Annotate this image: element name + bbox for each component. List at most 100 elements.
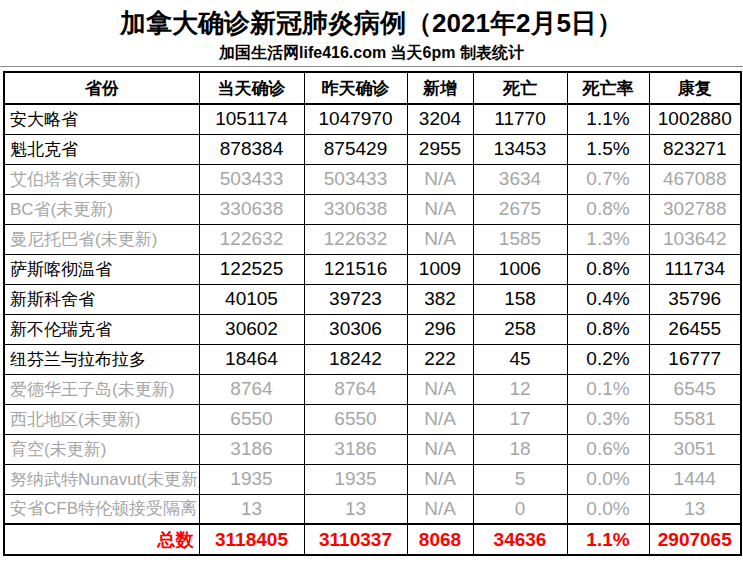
cell-deaths: 45 — [473, 344, 567, 374]
total-recovered: 2907065 — [649, 524, 741, 555]
total-yesterday-confirmed: 3110337 — [304, 524, 407, 555]
cell-new-cases: N/A — [407, 194, 473, 224]
cell-new-cases: N/A — [407, 374, 473, 404]
cell-death-rate: 0.6% — [567, 434, 649, 464]
cell-yesterday-confirmed: 875429 — [304, 134, 407, 164]
cell-recovered: 103642 — [649, 224, 741, 254]
cell-recovered: 3051 — [649, 434, 741, 464]
cell-today-confirmed: 30602 — [199, 314, 304, 344]
cell-death-rate: 0.0% — [567, 494, 649, 524]
cell-death-rate: 0.7% — [567, 164, 649, 194]
column-header-death-rate: 死亡率 — [567, 72, 649, 104]
cell-province: 爱德华王子岛(未更新) — [4, 374, 199, 404]
table-row: BC省(未更新) 330638 330638 N/A 2675 0.8% 302… — [4, 194, 741, 224]
column-header-recovered: 康复 — [649, 72, 741, 104]
cell-today-confirmed: 18464 — [199, 344, 304, 374]
cell-death-rate: 0.1% — [567, 374, 649, 404]
cell-yesterday-confirmed: 39723 — [304, 284, 407, 314]
cell-province: BC省(未更新) — [4, 194, 199, 224]
covid-stats-table: 省份 当天确诊 昨天确诊 新增 死亡 死亡率 康复 安大略省 1051174 1… — [3, 71, 742, 556]
cell-new-cases: N/A — [407, 404, 473, 434]
cell-death-rate: 0.2% — [567, 344, 649, 374]
cell-death-rate: 1.5% — [567, 134, 649, 164]
cell-province: 纽芬兰与拉布拉多 — [4, 344, 199, 374]
cell-today-confirmed: 1051174 — [199, 104, 304, 134]
cell-yesterday-confirmed: 3186 — [304, 434, 407, 464]
page-title: 加拿大确诊新冠肺炎病例（2021年2月5日） — [0, 0, 743, 39]
cell-death-rate: 0.8% — [567, 254, 649, 284]
cell-death-rate: 1.1% — [567, 104, 649, 134]
column-header-new-cases: 新增 — [407, 72, 473, 104]
column-header-deaths: 死亡 — [473, 72, 567, 104]
cell-new-cases: N/A — [407, 164, 473, 194]
total-today-confirmed: 3118405 — [199, 524, 304, 555]
cell-province: 新斯科舍省 — [4, 284, 199, 314]
cell-recovered: 1002880 — [649, 104, 741, 134]
table-row: 新不伦瑞克省 30602 30306 296 258 0.8% 26455 — [4, 314, 741, 344]
cell-death-rate: 0.3% — [567, 404, 649, 434]
table-row: 新斯科舍省 40105 39723 382 158 0.4% 35796 — [4, 284, 741, 314]
cell-deaths: 3634 — [473, 164, 567, 194]
table-row: 萨斯喀彻温省 122525 121516 1009 1006 0.8% 1117… — [4, 254, 741, 284]
header-row: 省份 当天确诊 昨天确诊 新增 死亡 死亡率 康复 — [4, 72, 741, 104]
column-header-yesterday-confirmed: 昨天确诊 — [304, 72, 407, 104]
cell-today-confirmed: 330638 — [199, 194, 304, 224]
cell-deaths: 18 — [473, 434, 567, 464]
cell-new-cases: 1009 — [407, 254, 473, 284]
cell-recovered: 5581 — [649, 404, 741, 434]
cell-new-cases: 2955 — [407, 134, 473, 164]
page-subtitle: 加国生活网life416.com 当天6pm 制表统计 — [0, 43, 743, 62]
cell-recovered: 6545 — [649, 374, 741, 404]
cell-deaths: 11770 — [473, 104, 567, 134]
cell-recovered: 35796 — [649, 284, 741, 314]
cell-province: 新不伦瑞克省 — [4, 314, 199, 344]
cell-recovered: 13 — [649, 494, 741, 524]
cell-today-confirmed: 13 — [199, 494, 304, 524]
cell-new-cases: N/A — [407, 224, 473, 254]
cell-province: 萨斯喀彻温省 — [4, 254, 199, 284]
cell-yesterday-confirmed: 121516 — [304, 254, 407, 284]
cell-recovered: 1444 — [649, 464, 741, 494]
cell-yesterday-confirmed: 122632 — [304, 224, 407, 254]
divider — [0, 66, 743, 67]
table-row: 爱德华王子岛(未更新) 8764 8764 N/A 12 0.1% 6545 — [4, 374, 741, 404]
cell-death-rate: 0.8% — [567, 194, 649, 224]
cell-new-cases: N/A — [407, 494, 473, 524]
cell-today-confirmed: 40105 — [199, 284, 304, 314]
table-row: 育空(未更新) 3186 3186 N/A 18 0.6% 3051 — [4, 434, 741, 464]
cell-new-cases: 222 — [407, 344, 473, 374]
cell-province: 曼尼托巴省(未更新) — [4, 224, 199, 254]
cell-today-confirmed: 122632 — [199, 224, 304, 254]
cell-deaths: 0 — [473, 494, 567, 524]
cell-province: 安大略省 — [4, 104, 199, 134]
cell-province: 艾伯塔省(未更新) — [4, 164, 199, 194]
cell-province: 安省CFB特伦顿接受隔离 — [4, 494, 199, 524]
table-row: 安大略省 1051174 1047970 3204 11770 1.1% 100… — [4, 104, 741, 134]
total-new-cases: 8068 — [407, 524, 473, 555]
table-row: 艾伯塔省(未更新) 503433 503433 N/A 3634 0.7% 46… — [4, 164, 741, 194]
cell-province: 西北地区(未更新) — [4, 404, 199, 434]
cell-deaths: 258 — [473, 314, 567, 344]
total-label: 总数 — [4, 524, 199, 555]
cell-yesterday-confirmed: 8764 — [304, 374, 407, 404]
cell-recovered: 26455 — [649, 314, 741, 344]
cell-deaths: 17 — [473, 404, 567, 434]
table-row: 努纳武特Nunavut(未更新) 1935 1935 N/A 5 0.0% 14… — [4, 464, 741, 494]
table-row: 西北地区(未更新) 6550 6550 N/A 17 0.3% 5581 — [4, 404, 741, 434]
cell-new-cases: 3204 — [407, 104, 473, 134]
cell-yesterday-confirmed: 18242 — [304, 344, 407, 374]
table-row: 曼尼托巴省(未更新) 122632 122632 N/A 1585 1.3% 1… — [4, 224, 741, 254]
cell-yesterday-confirmed: 1047970 — [304, 104, 407, 134]
cell-deaths: 13453 — [473, 134, 567, 164]
cell-death-rate: 0.0% — [567, 464, 649, 494]
page: 加拿大确诊新冠肺炎病例（2021年2月5日） 加国生活网life416.com … — [0, 0, 743, 584]
total-deaths: 34636 — [473, 524, 567, 555]
cell-yesterday-confirmed: 6550 — [304, 404, 407, 434]
cell-death-rate: 0.4% — [567, 284, 649, 314]
cell-deaths: 158 — [473, 284, 567, 314]
cell-yesterday-confirmed: 30306 — [304, 314, 407, 344]
cell-today-confirmed: 6550 — [199, 404, 304, 434]
table-row: 魁北克省 878384 875429 2955 13453 1.5% 82327… — [4, 134, 741, 164]
cell-today-confirmed: 1935 — [199, 464, 304, 494]
total-row: 总数 3118405 3110337 8068 34636 1.1% 29070… — [4, 524, 741, 555]
